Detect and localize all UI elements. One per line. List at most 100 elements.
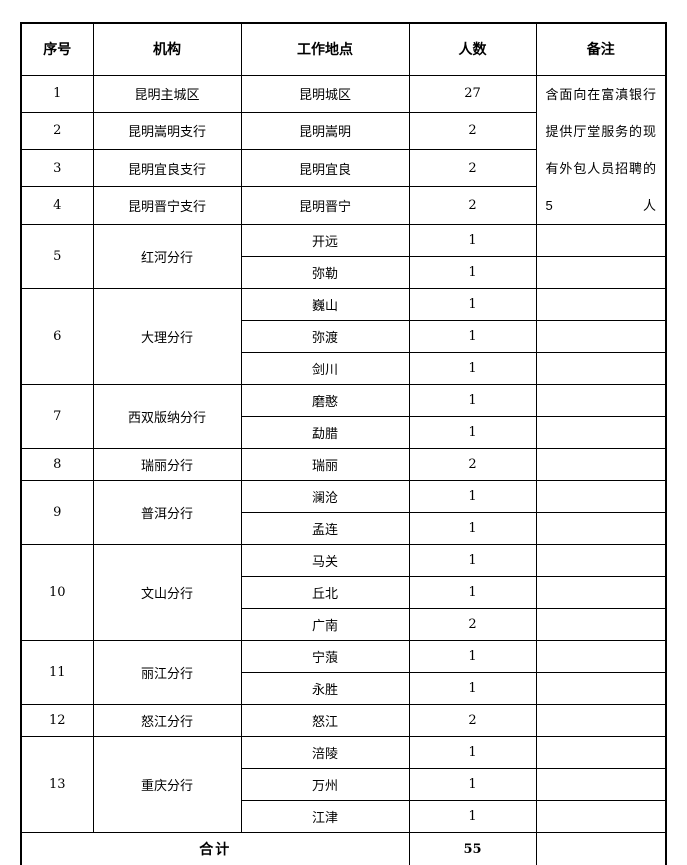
table-row: 8 瑞丽分行 瑞丽 2 [20,447,667,481]
headcount-cell: 1 [408,735,537,769]
work-location-cell: 马关 [240,543,410,577]
remark-cell-empty [535,575,667,609]
serial-number-cell: 5 [20,223,94,289]
table-row: 丘北 1 [21,575,667,609]
institution-cell: 重庆分行 [92,735,242,833]
headcount-cell: 1 [408,799,537,833]
institution-cell: 昆明嵩明支行 [92,111,242,151]
table-row: 江津 1 [21,799,667,833]
institution-cell: 普洱分行 [92,479,242,545]
table-row: 1 昆明主城区 昆明城区 27 含面向在富滇银行提供厅堂服务的现有外包人员招聘的 5 人 [20,74,667,225]
institution-cell: 瑞丽分行 [92,447,242,481]
work-location-cell: 开远 [240,223,410,257]
header-work-location: 工作地点 [240,22,410,76]
table-row: 12 怒江分行 怒江 2 [20,703,667,737]
serial-number-cell: 4 [20,186,94,225]
headcount-cell: 2 [408,148,537,188]
headcount-cell: 2 [408,607,537,641]
work-location-cell: 澜沧 [240,479,410,513]
institution-cell: 西双版纳分行 [92,383,242,449]
institution-cell: 文山分行 [92,543,242,641]
work-location-cell: 万州 [240,767,410,801]
table-row: 13 重庆分行 涪陵 1 [20,735,667,833]
serial-number-cell: 9 [20,479,94,545]
serial-number-cell: 7 [20,383,94,449]
remark-cell-empty [535,671,667,705]
table-row: 9 普洱分行 澜沧 1 [20,479,667,545]
remark-cell-empty [535,287,667,321]
work-location-cell: 宁蒗 [240,639,410,673]
headcount-cell: 1 [408,511,537,545]
header-serial-number: 序号 [20,22,94,76]
work-location-cell: 昆明嵩明 [240,111,410,151]
header-headcount: 人数 [408,22,537,76]
remark-cell-merged: 含面向在富滇银行提供厅堂服务的现有外包人员招聘的 5 人 [535,74,667,225]
serial-number-cell: 8 [20,447,94,481]
headcount-cell: 1 [408,671,537,705]
header-remark: 备注 [535,22,667,76]
work-location-cell: 瑞丽 [240,447,410,481]
serial-number-cell: 1 [20,74,94,113]
remark-cell-empty [535,735,667,769]
table-header: 序号 机构 工作地点 人数 备注 [20,22,667,76]
remark-cell-empty [535,639,667,673]
headcount-cell: 2 [408,186,537,225]
work-location-cell: 广南 [240,607,410,641]
table-row: 11 丽江分行 宁蒗 1 [20,639,667,705]
work-location-cell: 怒江 [240,703,410,737]
header-row: 序号 机构 工作地点 人数 备注 [20,22,667,76]
work-location-cell: 磨憨 [240,383,410,417]
headcount-cell: 1 [408,767,537,801]
remark-cell-empty [535,319,667,353]
headcount-cell: 1 [408,415,537,449]
institution-cell: 昆明宜良支行 [92,148,242,188]
remark-cell-empty [535,511,667,545]
work-location-cell: 丘北 [240,575,410,609]
remark-cell-empty [535,415,667,449]
total-label-cell: 合计 [20,831,410,865]
table-row: 广南 2 [21,607,667,641]
institution-cell: 红河分行 [92,223,242,289]
serial-number-cell: 10 [20,543,94,641]
work-location-cell: 剑川 [240,351,410,385]
work-location-cell: 弥勒 [240,255,410,289]
table-body: 1 昆明主城区 昆明城区 27 含面向在富滇银行提供厅堂服务的现有外包人员招聘的 5 人… [20,74,667,865]
table-row: 7 西双版纳分行 磨憨 1 [20,383,667,449]
headcount-cell: 2 [408,111,537,151]
headcount-cell: 1 [408,255,537,289]
headcount-cell: 1 [408,351,537,385]
remark-cell-empty [535,447,667,481]
total-row: 合计 55 [20,831,667,865]
table-row: 弥勒 1 [21,255,667,289]
headcount-cell: 2 [408,447,537,481]
headcount-cell: 1 [408,319,537,353]
table-row: 10 文山分行 马关 1 [20,543,667,641]
remark-cell-empty [535,703,667,737]
remark-cell-empty [535,767,667,801]
headcount-cell: 1 [408,575,537,609]
remark-cell-empty [535,383,667,417]
serial-number-cell: 13 [20,735,94,833]
table-row: 弥渡 1 [21,319,667,353]
remark-cell-empty [535,799,667,833]
work-location-cell: 昆明城区 [240,74,410,113]
table-row: 孟连 1 [21,511,667,545]
remark-cell-empty [535,543,667,577]
institution-cell: 丽江分行 [92,639,242,705]
institution-cell: 昆明晋宁支行 [92,186,242,225]
work-location-cell: 巍山 [240,287,410,321]
serial-number-cell: 3 [20,148,94,188]
remark-cell-empty [535,831,667,865]
header-institution: 机构 [92,22,242,76]
work-location-cell: 弥渡 [240,319,410,353]
remark-cell-empty [535,479,667,513]
work-location-cell: 昆明宜良 [240,148,410,188]
table-row: 6 大理分行 巍山 1 [20,287,667,385]
headcount-cell: 27 [408,74,537,113]
headcount-cell: 1 [408,223,537,257]
work-location-cell: 江津 [240,799,410,833]
serial-number-cell: 11 [20,639,94,705]
work-location-cell: 永胜 [240,671,410,705]
table-row: 勐腊 1 [21,415,667,449]
